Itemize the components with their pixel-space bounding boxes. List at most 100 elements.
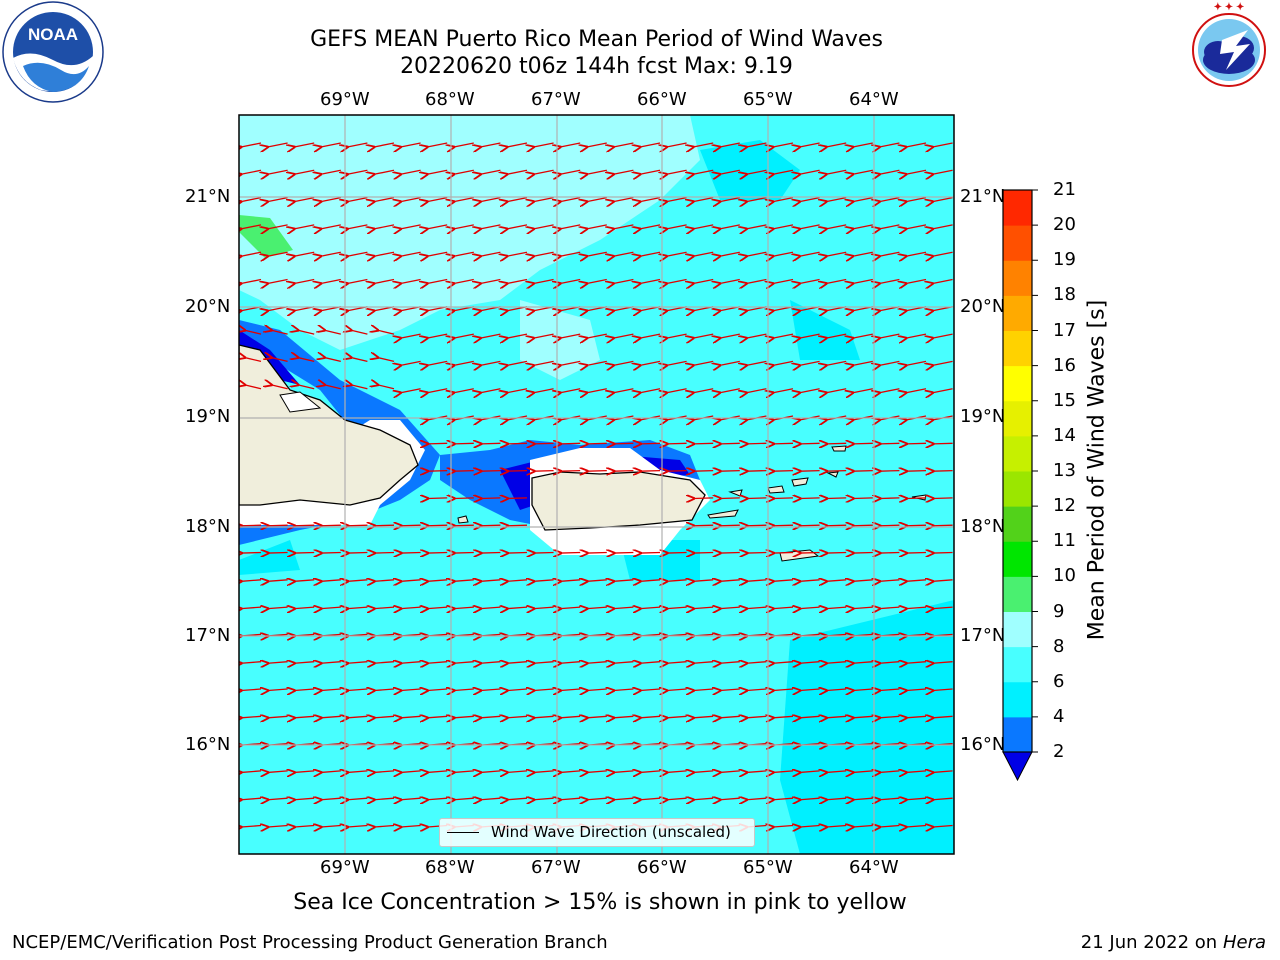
wave-direction-arrow <box>747 525 767 526</box>
wave-direction-arrow <box>906 142 927 147</box>
wave-direction-arrow <box>271 385 288 390</box>
wave-direction-arrow <box>241 771 262 773</box>
wave-direction-arrow <box>826 224 847 229</box>
wave-direction-arrow <box>826 169 847 174</box>
wave-direction-arrow <box>773 771 794 773</box>
wave-direction-arrow <box>401 333 421 338</box>
wave-direction-arrow <box>587 388 607 393</box>
wave-direction-arrow <box>507 333 528 338</box>
wave-direction-arrow <box>853 580 873 582</box>
wave-direction-arrow <box>879 169 900 174</box>
colorbar-segment <box>1003 541 1032 577</box>
wave-direction-arrow <box>746 333 767 338</box>
wave-direction-arrow <box>242 525 262 526</box>
wave-direction-arrow <box>640 689 661 691</box>
wave-direction-arrow <box>587 278 607 284</box>
wave-direction-arrow <box>773 689 794 691</box>
wind-wave-arrows <box>241 142 953 828</box>
wave-direction-arrow <box>880 580 900 582</box>
wave-direction-arrow <box>800 224 820 229</box>
wave-direction-arrow <box>560 169 581 174</box>
colorbar-tick-label: 14 <box>1053 424 1076 446</box>
wave-direction-arrow <box>827 498 847 499</box>
wave-direction-arrow <box>800 662 820 664</box>
wave-direction-arrow <box>507 716 528 718</box>
wave-direction-arrow <box>800 443 820 444</box>
wave-direction-arrow <box>374 169 395 174</box>
wave-direction-arrow <box>454 580 474 582</box>
wave-direction-arrow <box>667 607 687 609</box>
wave-direction-arrow <box>268 580 288 582</box>
colorbar-segment <box>1003 190 1032 226</box>
wave-direction-arrow <box>720 798 740 800</box>
chart-title: GEFS MEAN Puerto Rico Mean Period of Win… <box>310 27 883 52</box>
lat-label-right: 21°N <box>960 186 1006 207</box>
wave-direction-arrow <box>933 196 953 202</box>
wave-direction-arrow <box>587 716 607 718</box>
colorbar-tick-label: 2 <box>1053 741 1065 762</box>
wave-direction-arrow <box>906 826 927 828</box>
wave-direction-arrow <box>481 607 501 609</box>
wave-direction-arrow <box>800 333 820 338</box>
wave-direction-arrow <box>800 607 820 609</box>
wave-direction-arrow <box>774 471 794 472</box>
wave-direction-arrow <box>800 360 820 365</box>
wave-direction-arrow <box>481 689 501 691</box>
wave-direction-arrow <box>853 278 873 284</box>
wave-direction-arrow <box>348 580 368 582</box>
wave-direction-arrow <box>907 471 927 472</box>
wave-direction-arrow <box>295 716 315 718</box>
graticule <box>239 115 954 854</box>
wave-direction-arrow <box>427 278 448 284</box>
wave-direction-arrow <box>587 142 607 147</box>
wave-direction-arrow <box>853 224 873 229</box>
wave-direction-arrow <box>933 278 953 284</box>
wave-direction-arrow <box>534 388 554 393</box>
wave-direction-arrow <box>906 607 927 609</box>
wave-direction-arrow <box>295 662 315 664</box>
wave-direction-arrow <box>613 388 634 393</box>
wave-direction-arrow <box>374 142 395 147</box>
wave-direction-arrow <box>481 798 501 800</box>
wave-direction-arrow <box>480 142 501 147</box>
wave-direction-arrow <box>667 388 687 393</box>
wave-direction-arrow <box>640 607 661 609</box>
wave-direction-arrow <box>853 771 873 773</box>
wave-direction-arrow <box>933 251 953 256</box>
wave-direction-arrow <box>480 388 501 393</box>
wave-direction-arrow <box>667 278 687 284</box>
wave-direction-arrow <box>746 196 767 202</box>
wave-direction-arrow <box>773 169 794 174</box>
wave-direction-arrow <box>534 798 554 800</box>
wave-direction-arrow <box>587 360 607 365</box>
wave-direction-arrow <box>773 607 794 609</box>
wave-direction-arrow <box>321 798 341 800</box>
wave-direction-arrow <box>454 716 474 718</box>
wave-direction-arrow <box>348 553 368 554</box>
wave-direction-arrow <box>401 716 421 718</box>
wave-direction-arrow <box>853 826 873 828</box>
wave-direction-arrow <box>879 333 900 338</box>
wave-direction-arrow <box>374 607 395 609</box>
wave-direction-arrow <box>774 553 794 554</box>
wave-direction-arrow <box>401 196 421 202</box>
colorbar-tick-label: 18 <box>1053 284 1076 306</box>
wave-direction-arrow <box>640 388 661 393</box>
wave-direction-arrow <box>827 580 847 582</box>
lon-label-top: 69°W <box>320 89 370 110</box>
wave-direction-arrow <box>933 142 953 147</box>
map-field <box>239 115 954 854</box>
wave-direction-arrow <box>374 580 395 582</box>
wave-direction-arrow <box>534 278 554 284</box>
wave-direction-arrow <box>587 224 607 229</box>
wave-direction-arrow <box>374 224 395 229</box>
wave-direction-arrow <box>587 251 607 256</box>
wave-direction-arrow <box>933 388 953 393</box>
wave-direction-arrow <box>693 388 714 393</box>
wave-direction-arrow <box>667 580 687 582</box>
wave-direction-arrow <box>853 525 873 526</box>
wave-direction-arrow <box>241 142 262 147</box>
wave-direction-arrow <box>773 388 794 393</box>
lat-label-left: 20°N <box>185 296 231 317</box>
wave-direction-arrow <box>454 360 474 365</box>
